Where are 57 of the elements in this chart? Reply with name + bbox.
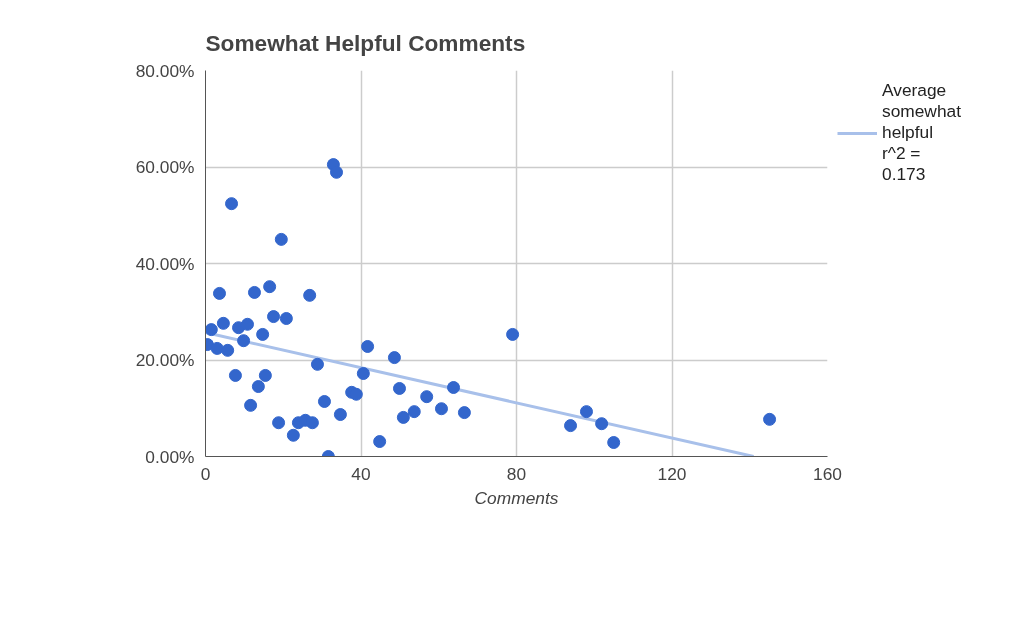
point: [607, 436, 621, 449]
point: [303, 288, 317, 302]
legend-label: Average somewhat helpful r^2 = 0.173: [882, 80, 961, 185]
point: [310, 357, 324, 371]
point: [420, 390, 434, 404]
x-tick-label: 160: [813, 463, 842, 484]
point: [279, 312, 293, 325]
point: [237, 334, 251, 348]
point: [506, 327, 520, 341]
point: [286, 428, 300, 442]
point: [349, 387, 363, 401]
point: [216, 316, 230, 330]
point: [228, 368, 242, 382]
point: [356, 367, 370, 380]
point: [258, 368, 272, 382]
point: [447, 381, 461, 394]
point: [579, 405, 593, 419]
point: [396, 410, 410, 424]
x-tick-label: 0: [200, 463, 211, 484]
point: [225, 197, 239, 211]
point: [361, 340, 375, 353]
y-tick-label: 60.00%: [135, 157, 195, 177]
point: [305, 416, 319, 430]
point: [205, 323, 218, 337]
y-tick-label: 0.00%: [145, 446, 195, 467]
x-tick-label: 40: [351, 463, 371, 484]
point: [240, 317, 254, 331]
point: [333, 408, 347, 422]
point: [274, 232, 288, 246]
chart-title: Somewhat Helpful Comments: [205, 29, 526, 56]
point: [272, 416, 286, 430]
point: [251, 380, 265, 394]
point: [221, 343, 235, 357]
x-axis-title: Comments: [474, 487, 559, 508]
point: [267, 310, 281, 324]
x-tick-label: 120: [657, 463, 687, 484]
point: [244, 398, 258, 412]
point: [212, 286, 226, 300]
point: [595, 417, 609, 431]
point: [763, 412, 777, 426]
point: [263, 280, 277, 294]
point: [434, 402, 448, 416]
point: [330, 165, 344, 179]
point: [247, 285, 261, 299]
point: [407, 405, 421, 419]
point: [317, 395, 331, 408]
point: [210, 341, 224, 355]
point: [392, 381, 406, 395]
x-tick-label: 80: [506, 463, 527, 484]
y-tick-label: 80.00%: [135, 60, 195, 81]
y-tick-label: 40.00%: [135, 253, 195, 274]
point: [564, 419, 578, 433]
point: [387, 351, 401, 365]
y-tick-label: 20.00%: [135, 350, 195, 370]
point: [256, 327, 270, 341]
point: [373, 435, 387, 449]
point: [457, 406, 471, 420]
